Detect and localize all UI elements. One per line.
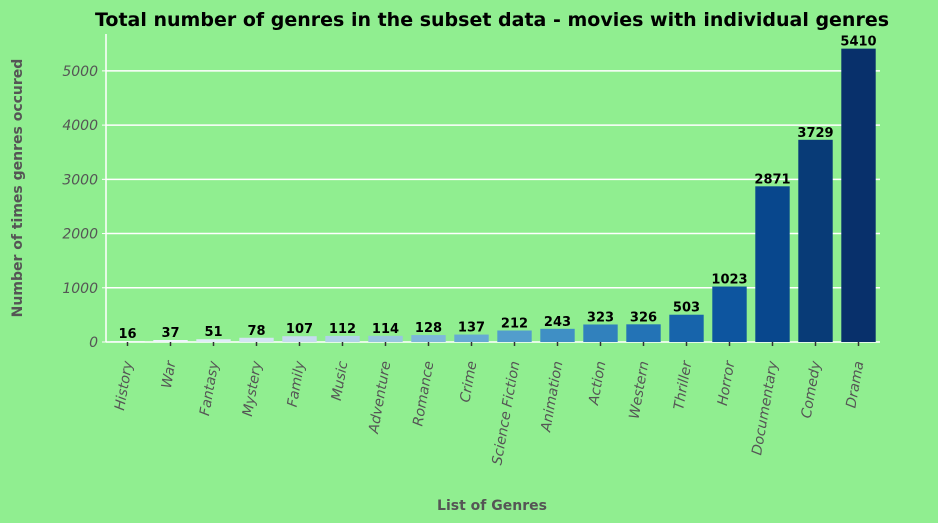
bar-value-label: 78: [247, 324, 265, 339]
bar: [454, 334, 489, 342]
y-axis-label: Number of times genres occured: [10, 59, 26, 318]
bar: [110, 341, 145, 342]
bar: [239, 337, 274, 342]
bar-value-label: 137: [458, 321, 485, 336]
x-tick-label: Crime: [457, 360, 480, 404]
bar-value-label: 16: [118, 327, 136, 342]
axes: [105, 34, 880, 343]
y-tick-label: 5000: [62, 64, 98, 80]
bar-value-label: 243: [544, 315, 571, 330]
bar: [626, 324, 661, 342]
data-labels: 16 37 51 78 107 112 114 128 137 212 243 323 326 503 10…: [118, 35, 876, 342]
chart-title: Total number of genres in the subset dat…: [95, 9, 889, 31]
bar: [196, 339, 231, 342]
bar-value-label: 112: [329, 322, 356, 337]
bar-value-label: 37: [161, 326, 179, 341]
bar: [153, 339, 188, 342]
bar: [282, 336, 317, 342]
bar: [841, 48, 876, 343]
bar-value-label: 114: [372, 322, 399, 337]
bar-value-label: 503: [673, 301, 700, 316]
y-tick-label: 1000: [62, 281, 98, 297]
x-axis-label: List of Genres: [437, 498, 547, 514]
bar: [755, 186, 790, 342]
y-tick-label: 4000: [62, 118, 98, 134]
y-tick-label: 2000: [62, 227, 98, 243]
bar: [712, 286, 747, 342]
bar-value-label: 51: [204, 325, 222, 340]
bar: [798, 139, 833, 342]
y-axis-ticks: 0 1000 2000 3000 4000 5000: [62, 64, 106, 351]
bar-value-label: 2871: [754, 172, 790, 187]
bar-value-label: 326: [630, 310, 657, 325]
bar: [411, 335, 446, 342]
x-tick-label: War: [159, 359, 180, 390]
bar-value-label: 212: [501, 317, 528, 332]
bar: [669, 314, 704, 342]
bar-value-label: 128: [415, 321, 442, 336]
gridlines: [106, 70, 880, 289]
bar: [583, 324, 618, 342]
x-tick-label: Music: [329, 360, 352, 402]
x-tick-label: Horror: [715, 359, 739, 407]
bar: [368, 335, 403, 342]
bar: [325, 335, 360, 342]
y-tick-label: 3000: [62, 172, 98, 188]
bar: [497, 330, 532, 342]
bar-value-label: 3729: [797, 126, 833, 141]
bar-value-label: 323: [587, 310, 614, 325]
x-tick-label: Action: [586, 360, 610, 407]
bar-value-label: 5410: [840, 35, 876, 50]
y-tick-label: 0: [89, 335, 98, 351]
bars: [110, 48, 876, 343]
bar-value-label: 1023: [711, 273, 747, 288]
bar: [540, 328, 575, 342]
bar-value-label: 107: [286, 322, 313, 337]
